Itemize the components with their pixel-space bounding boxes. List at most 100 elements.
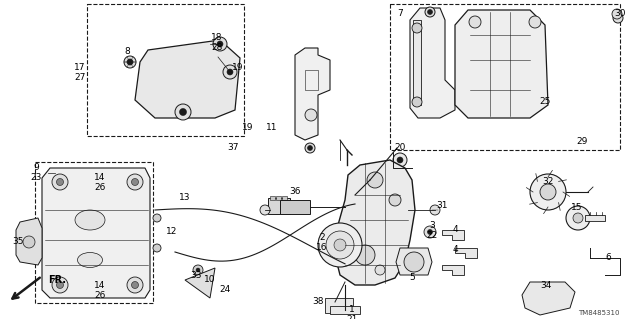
Text: 31: 31: [436, 202, 448, 211]
Text: 16: 16: [316, 243, 328, 253]
Text: 4: 4: [452, 226, 458, 234]
Circle shape: [153, 214, 161, 222]
Circle shape: [424, 226, 436, 238]
Circle shape: [227, 69, 233, 75]
Polygon shape: [135, 40, 240, 118]
Ellipse shape: [143, 51, 234, 93]
Bar: [270, 196, 275, 200]
Circle shape: [530, 174, 566, 210]
Bar: [325, 298, 353, 313]
Circle shape: [56, 281, 63, 288]
Polygon shape: [442, 265, 464, 275]
Circle shape: [355, 245, 375, 265]
Text: 4: 4: [452, 246, 458, 255]
Circle shape: [260, 205, 270, 215]
Circle shape: [566, 206, 590, 230]
Bar: [87, 4, 244, 136]
Polygon shape: [396, 248, 432, 275]
Circle shape: [127, 59, 133, 65]
Circle shape: [412, 97, 422, 107]
Bar: [305, 70, 318, 90]
Circle shape: [425, 7, 435, 17]
Polygon shape: [442, 230, 464, 240]
Text: 32: 32: [542, 177, 554, 187]
Circle shape: [131, 179, 138, 186]
Circle shape: [428, 229, 433, 234]
Bar: [276, 196, 281, 200]
Text: 20: 20: [394, 144, 406, 152]
Text: 23: 23: [30, 174, 42, 182]
Circle shape: [223, 65, 237, 79]
Text: 3: 3: [429, 220, 435, 229]
Circle shape: [540, 184, 556, 200]
Ellipse shape: [77, 253, 102, 268]
Polygon shape: [455, 248, 477, 258]
Circle shape: [307, 145, 312, 151]
Bar: [35, 162, 153, 303]
Text: 30: 30: [614, 10, 626, 19]
Circle shape: [124, 56, 136, 68]
Text: 33: 33: [190, 271, 202, 280]
Circle shape: [23, 236, 35, 248]
Text: 25: 25: [540, 98, 550, 107]
Circle shape: [127, 174, 143, 190]
Circle shape: [389, 194, 401, 206]
Circle shape: [404, 252, 424, 272]
Circle shape: [305, 143, 315, 153]
Circle shape: [334, 239, 346, 251]
Text: 19: 19: [232, 63, 244, 72]
Text: 6: 6: [605, 254, 611, 263]
Text: 15: 15: [572, 204, 583, 212]
Text: 36: 36: [289, 188, 301, 197]
Circle shape: [52, 174, 68, 190]
Circle shape: [305, 109, 317, 121]
Polygon shape: [522, 282, 575, 315]
Ellipse shape: [75, 210, 105, 230]
Circle shape: [375, 265, 385, 275]
Bar: [268, 198, 290, 214]
Text: 9: 9: [33, 164, 39, 173]
Bar: [585, 215, 605, 221]
Circle shape: [393, 153, 407, 167]
Polygon shape: [185, 268, 215, 298]
Circle shape: [612, 9, 622, 19]
Text: 27: 27: [74, 73, 86, 83]
Text: 26: 26: [94, 291, 106, 300]
Circle shape: [430, 205, 440, 215]
Circle shape: [179, 108, 186, 115]
Circle shape: [318, 223, 362, 267]
Circle shape: [613, 13, 623, 23]
Text: TM8485310: TM8485310: [579, 310, 620, 316]
Text: 7: 7: [397, 10, 403, 19]
Circle shape: [529, 16, 541, 28]
Text: 14: 14: [94, 174, 106, 182]
Text: 1: 1: [349, 306, 355, 315]
Text: 18: 18: [211, 33, 223, 41]
Text: 8: 8: [124, 48, 130, 56]
Polygon shape: [42, 168, 150, 298]
Circle shape: [196, 268, 200, 272]
Text: 34: 34: [540, 280, 552, 290]
Text: 37: 37: [227, 144, 239, 152]
Circle shape: [326, 231, 354, 259]
Bar: [390, 4, 620, 150]
Circle shape: [153, 244, 161, 252]
Text: 19: 19: [243, 123, 253, 132]
Text: 17: 17: [74, 63, 86, 72]
Circle shape: [213, 37, 227, 51]
Circle shape: [367, 172, 383, 188]
Text: 10: 10: [204, 276, 216, 285]
Polygon shape: [455, 10, 548, 118]
Text: 21: 21: [346, 315, 358, 319]
Circle shape: [175, 104, 191, 120]
Circle shape: [127, 277, 143, 293]
Text: 35: 35: [12, 238, 24, 247]
Circle shape: [469, 16, 481, 28]
Circle shape: [217, 41, 223, 47]
Circle shape: [131, 281, 138, 288]
Polygon shape: [295, 48, 330, 140]
Text: 26: 26: [94, 183, 106, 192]
Circle shape: [56, 179, 63, 186]
Text: 2: 2: [319, 234, 325, 242]
Circle shape: [573, 213, 583, 223]
